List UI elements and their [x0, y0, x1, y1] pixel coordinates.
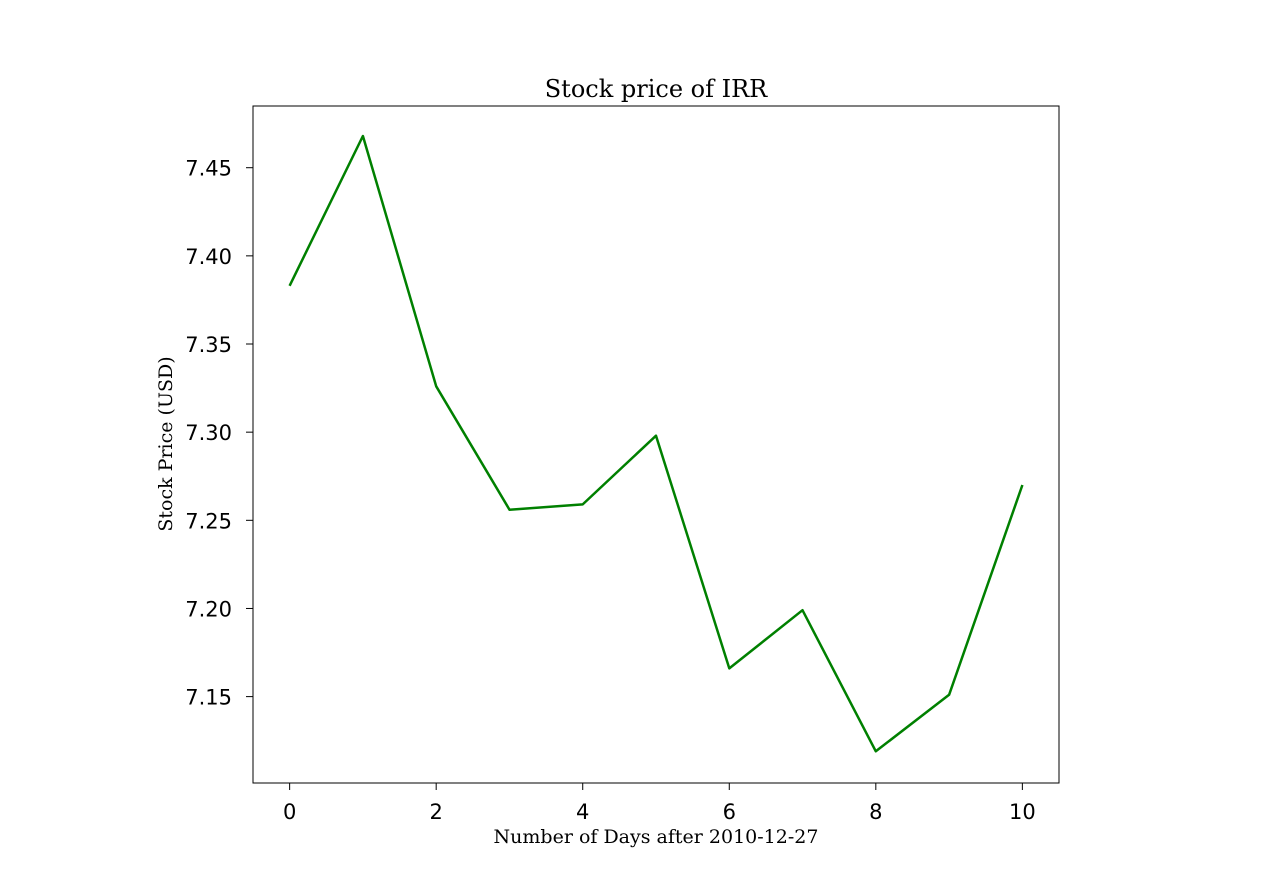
x-tick-label: 8 — [869, 800, 882, 824]
x-axis-label: Number of Days after 2010-12-27 — [494, 826, 819, 848]
y-axis-label: Stock Price (USD) — [155, 356, 177, 531]
y-tick-label: 7.30 — [185, 421, 232, 445]
x-tick-label: 0 — [283, 800, 296, 824]
y-tick-label: 7.25 — [185, 509, 232, 533]
x-tick-label: 6 — [723, 800, 736, 824]
series-line — [288, 134, 1024, 753]
x-tick-label: 4 — [576, 800, 589, 824]
y-tick-label: 7.40 — [185, 245, 232, 269]
y-tick-label: 7.15 — [185, 686, 232, 710]
plot-area-frame — [252, 105, 1060, 784]
y-tick-label: 7.35 — [185, 333, 232, 357]
y-tick-label: 7.45 — [185, 157, 232, 181]
y-tick-label: 7.20 — [185, 597, 232, 621]
x-tick-label: 2 — [429, 800, 442, 824]
chart-title: Stock price of IRR — [545, 75, 768, 103]
x-tick-label: 10 — [1009, 800, 1036, 824]
y-axis: 7.15 7.20 7.25 7.30 7.35 7.40 7.45 — [185, 157, 253, 710]
x-axis: 0 2 4 6 8 10 — [283, 783, 1036, 824]
